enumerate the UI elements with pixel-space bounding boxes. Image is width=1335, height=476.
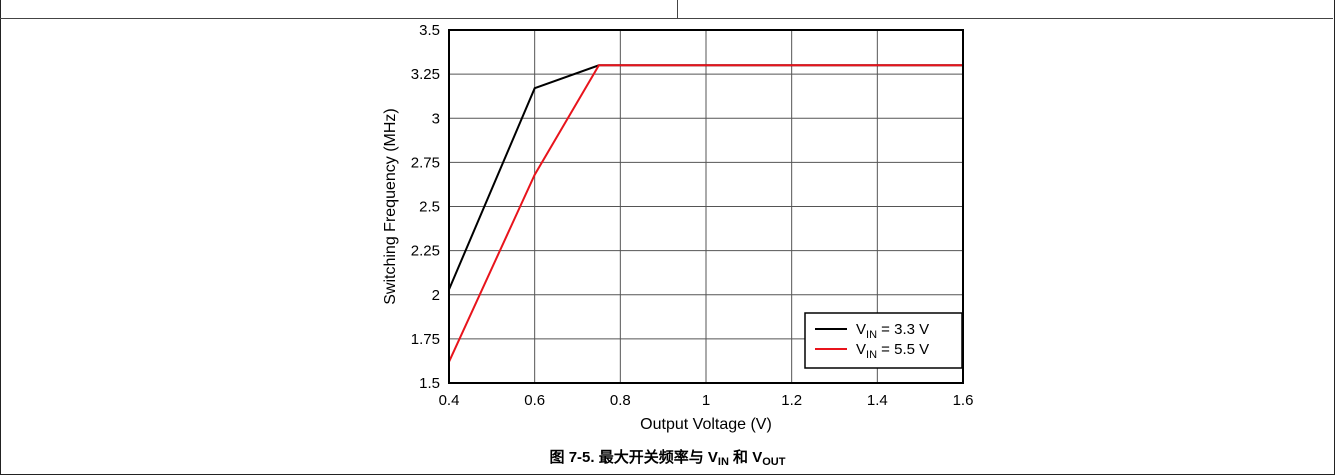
column-divider: [677, 0, 678, 18]
x-tick-label-5: 1.4: [867, 392, 888, 409]
y-tick-label-8: 3.5: [419, 22, 440, 39]
y-tick-label-3: 2.25: [411, 243, 440, 260]
x-tick-label-0: 0.4: [439, 392, 460, 409]
series-line-1: [448, 64, 963, 363]
x-tick-label-6: 1.6: [953, 392, 974, 409]
x-tick-label-2: 0.8: [610, 392, 631, 409]
figure-caption: 图 7-5. 最大开关频率与 VIN 和 VOUT: [0, 446, 1335, 468]
caption-sub-in: IN: [717, 456, 729, 468]
y-tick-labels: 1.5 1.75 2 2.25 2.5 2.75 3 3.25 3.5: [411, 22, 440, 392]
series-lines: [448, 64, 963, 363]
y-tick-label-0: 1.5: [419, 375, 440, 392]
x-tick-label-1: 0.6: [524, 392, 545, 409]
y-tick-label-2: 2: [432, 287, 440, 304]
legend-box: [804, 312, 963, 369]
legend-label-1: VIN = 5.5 V: [856, 341, 929, 361]
x-tick-labels: 0.4 0.6 0.8 1 1.2 1.4 1.6: [439, 392, 974, 409]
y-tick-label-7: 3.25: [411, 66, 440, 83]
y-tick-label-4: 2.5: [419, 199, 440, 216]
y-axis-title: Switching Frequency (MHz): [382, 108, 399, 305]
x-tick-label-4: 1.2: [781, 392, 802, 409]
legend-label-0: VIN = 3.3 V: [856, 321, 929, 341]
y-tick-label-1: 1.75: [411, 331, 440, 348]
x-tick-label-3: 1: [702, 392, 710, 409]
x-axis-title: Output Voltage (V): [640, 416, 772, 433]
caption-middle: 和 V: [728, 449, 763, 466]
caption-prefix: 图 7-5. 最大开关频率与 V: [549, 449, 718, 466]
table-divider: [0, 18, 1333, 19]
plot-area-border: [448, 29, 964, 384]
y-tick-label-5: 2.75: [411, 154, 440, 171]
caption-sub-out: OUT: [762, 456, 786, 468]
y-tick-label-6: 3: [432, 110, 440, 127]
switching-frequency-chart: 1.5 1.75 2 2.25 2.5 2.75 3 3.25 3.5 0.4 0.6 0.8 1 1.…: [382, 22, 974, 433]
